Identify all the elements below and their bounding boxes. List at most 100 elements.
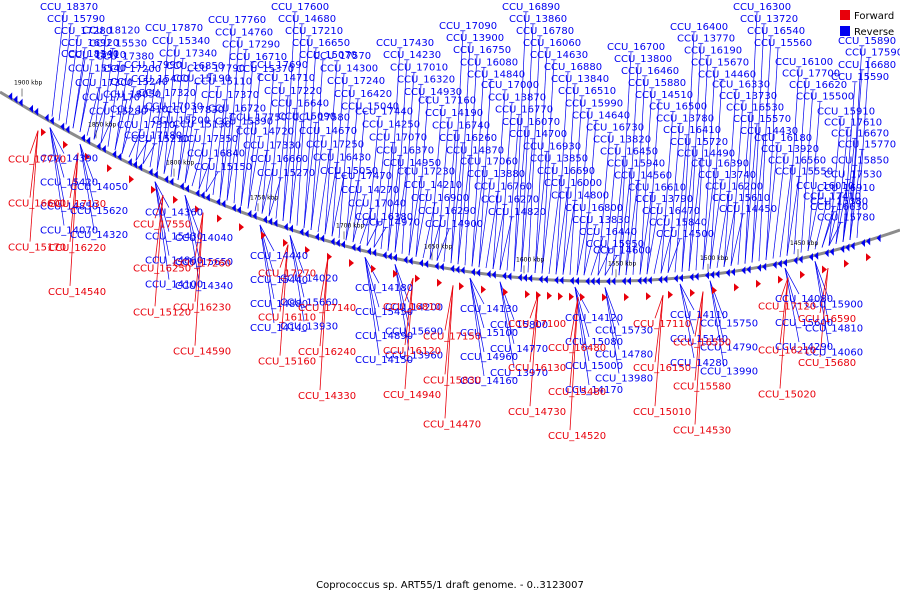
reverse-connector xyxy=(485,191,499,269)
reverse-connector xyxy=(100,48,114,144)
reverse-feature-label: CCU_15940 xyxy=(607,159,665,170)
strand-legend: Forward Reverse xyxy=(840,10,894,38)
reverse-feature-label: CCU_14170 xyxy=(565,385,623,396)
reverse-feature-label: CCU_17010 xyxy=(390,62,448,73)
reverse-feature-label: CCU_13920 xyxy=(761,144,819,155)
reverse-feature-label: CCU_15420 xyxy=(40,178,98,189)
reverse-feature-label: CCU_18120 xyxy=(82,25,140,36)
reverse-feature-label: CCU_17700 xyxy=(782,69,840,80)
reverse-connector xyxy=(247,136,261,209)
reverse-feature-label: CCU_15450 xyxy=(355,307,413,318)
reverse-feature-arrow xyxy=(299,228,304,236)
tick-label: 1800 kbp xyxy=(166,160,194,167)
forward-feature-arrow xyxy=(283,238,288,247)
reverse-feature-label: CCU_13790 xyxy=(635,194,693,205)
reverse-feature-arrow xyxy=(694,272,699,281)
reverse-connector xyxy=(121,87,135,154)
reverse-feature-label: CCU_14810 xyxy=(805,323,863,334)
reverse-feature-label: CCU_17040 xyxy=(348,199,406,210)
reverse-feature-arrow xyxy=(117,152,122,161)
reverse-feature-arrow xyxy=(575,277,579,285)
forward-feature-arrow xyxy=(85,152,90,161)
reverse-feature-label: CCU_15500 xyxy=(796,92,854,103)
tick-label: 1850 kbp xyxy=(88,121,116,128)
reverse-feature-label: CCU_15530 xyxy=(89,38,147,49)
reverse-feature-arrow xyxy=(419,259,423,268)
reverse-feature-arrow xyxy=(169,177,174,186)
reverse-feature-arrow xyxy=(341,240,345,249)
reverse-feature-label: CCU_17790 xyxy=(187,63,245,74)
forward-strand-connectors xyxy=(29,130,829,431)
reverse-feature-label: CCU_15390 xyxy=(215,117,273,128)
reverse-feature-label: CCU_14020 xyxy=(280,273,338,284)
reverse-feature-arrow xyxy=(569,276,574,285)
reverse-connector xyxy=(597,249,611,276)
reverse-feature-arrow xyxy=(112,150,117,159)
reverse-feature-label: CCU_13850 xyxy=(530,154,588,165)
reverse-feature-label: CCU_16770 xyxy=(495,105,553,116)
forward-connector xyxy=(154,195,164,307)
forward-feature-label: CCU_16230 xyxy=(173,303,231,314)
reverse-feature-arrow xyxy=(486,270,491,279)
forward-feature-arrow xyxy=(327,252,332,261)
tick-label: 1600 kbp xyxy=(516,256,544,263)
reverse-feature-label: CCU_14270 xyxy=(341,185,399,196)
reverse-connector xyxy=(527,35,541,273)
reverse-feature-label: CCU_16900 xyxy=(411,193,469,204)
forward-feature-label: CCU_17110 xyxy=(633,319,691,330)
forward-feature-label: CCU_16250 xyxy=(133,263,191,274)
reverse-feature-label: CCU_15850 xyxy=(831,156,889,167)
reverse-feature-arrow xyxy=(658,275,663,284)
reverse-feature-arrow xyxy=(809,253,813,261)
reverse-feature-arrow xyxy=(13,95,18,104)
reverse-connector xyxy=(156,33,170,171)
forward-connector xyxy=(654,295,664,407)
reverse-feature-label: CCU_15210 xyxy=(131,134,189,145)
reverse-connector xyxy=(177,115,191,181)
reverse-feature-label: CCU_16200 xyxy=(705,182,763,193)
forward-feature-label: CCU_17260 xyxy=(173,259,231,270)
reverse-feature-label: CCU_15270 xyxy=(257,168,315,179)
forward-connector xyxy=(69,152,79,242)
forward-feature-label: CCU_15160 xyxy=(258,357,316,368)
forward-connector xyxy=(194,212,204,302)
reverse-feature-label: CCU_17470 xyxy=(334,171,392,182)
reverse-connector xyxy=(464,55,478,266)
reverse-connector xyxy=(259,224,275,252)
reverse-connector xyxy=(758,35,772,262)
forward-feature-arrow xyxy=(800,270,805,279)
reverse-connector xyxy=(506,114,520,271)
reverse-feature-arrow xyxy=(289,224,293,233)
reverse-feature-label: CCU_17380 xyxy=(96,51,154,62)
forward-connector xyxy=(29,130,39,242)
reverse-connector xyxy=(100,116,114,144)
forward-feature-label: CCU_16130 xyxy=(508,363,566,374)
reverse-feature-label: CCU_14840 xyxy=(467,69,525,80)
reverse-feature-label: CCU_13770 xyxy=(677,34,735,45)
reverse-feature-arrow xyxy=(845,243,850,252)
reverse-feature-arrow xyxy=(8,92,13,101)
reverse-connector xyxy=(639,192,653,275)
forward-feature-label: CCU_15020 xyxy=(758,390,816,401)
forward-feature-label: CCU_16550 xyxy=(673,338,731,349)
forward-feature-label: CCU_14530 xyxy=(673,426,731,437)
reverse-connector xyxy=(289,235,305,274)
reverse-feature-label: CCU_14050 xyxy=(70,182,128,193)
reverse-connector xyxy=(562,200,576,275)
reverse-connector xyxy=(345,98,359,241)
forward-feature-label: CCU_15580 xyxy=(673,382,731,393)
reverse-feature-label: CCU_14180 xyxy=(355,283,413,294)
reverse-connector xyxy=(373,227,387,248)
reverse-connector xyxy=(814,261,830,300)
reverse-connector xyxy=(142,143,156,165)
forward-feature-label: CCU_16150 xyxy=(633,363,691,374)
reverse-feature-label: CCU_18240 xyxy=(61,49,119,60)
forward-connector xyxy=(279,244,289,356)
reverse-feature-arrow xyxy=(127,158,132,167)
reverse-feature-label: CCU_14890 xyxy=(355,331,413,342)
reverse-connector xyxy=(154,181,170,280)
reverse-connector xyxy=(303,47,317,228)
reverse-feature-arrow xyxy=(455,265,460,274)
reverse-feature-arrow xyxy=(216,197,221,206)
reverse-feature-arrow xyxy=(502,271,507,280)
